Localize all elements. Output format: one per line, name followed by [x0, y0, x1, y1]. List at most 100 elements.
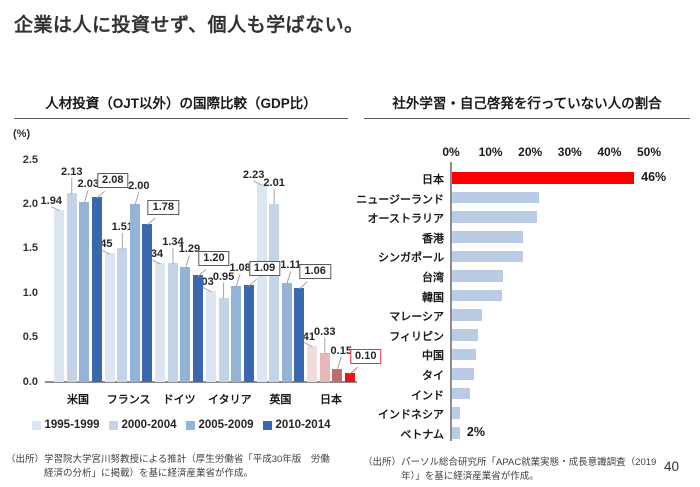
bar-日本-1995-1999: [307, 345, 318, 382]
bar-フランス-2000-2004: [117, 247, 128, 382]
bar-フランス-2010-2014: [142, 223, 153, 382]
y-axis-tick: 1.5: [22, 242, 38, 255]
bar-イタリア-1995-1999: [206, 290, 217, 382]
boxed-value-label-フランス-2010-2014: 1.78: [147, 199, 180, 215]
bar-日本-2000-2004: [319, 352, 330, 382]
y-axis-tick: 1.0: [22, 286, 38, 299]
x-axis-tick-0%: 0%: [442, 145, 460, 159]
bar-インドネシア: [452, 407, 460, 419]
bar-イタリア-2010-2014: [243, 285, 254, 382]
bar-中国: [452, 348, 476, 361]
legend-swatch-2000-2004: [108, 420, 118, 430]
category-label-11: インド: [411, 389, 444, 402]
bar-米国-2010-2014: [91, 197, 102, 382]
legend-swatch-2005-2009: [185, 420, 195, 430]
y-axis-tick: 2.0: [22, 197, 38, 210]
x-axis-tick-50%: 50%: [636, 145, 662, 159]
value-label-イタリア-2005-2009: 1.08: [229, 262, 251, 275]
category-label-0: 日本: [422, 174, 444, 186]
category-label-10: タイ: [422, 370, 444, 382]
bar-ドイツ-2005-2009: [180, 267, 191, 382]
bar-フランス-2005-2009: [129, 204, 140, 382]
right-chart-title: 社外学習・自己啓発を行っていない人の割合: [364, 92, 690, 119]
value-label-フランス-2005-2009: 2.00: [128, 180, 150, 193]
boxed-value-label-日本-2010-2014: 0.10: [350, 349, 382, 365]
bar-オーストラリア: [452, 211, 538, 223]
bar-香港: [452, 231, 524, 243]
legend-label: 2005-2009: [198, 419, 254, 431]
source-text: パーソル総合研究所「APAC就業実態・成長意識調査（2019年）」を基に経済産業…: [401, 457, 657, 482]
category-label-5: 日本: [320, 394, 342, 406]
bar-シンガポール: [452, 250, 524, 263]
legend-label: 1995-1999: [44, 419, 100, 431]
value-label-日本-2005-2009: 0.15: [330, 344, 352, 357]
bar-value-label-ベトナム: 2%: [466, 424, 485, 439]
bar-ドイツ-2010-2014: [192, 275, 203, 382]
left-chart-unit-label: (%): [13, 128, 31, 140]
bar-米国-2005-2009: [79, 201, 90, 382]
boxed-value-label-イタリア-2010-2014: 1.09: [248, 261, 281, 277]
bar-日本: [452, 172, 635, 184]
legend-item-2010-2014: 2010-2014: [262, 419, 331, 431]
bar-英国-1995-1999: [256, 183, 267, 382]
y-axis-line: [450, 162, 452, 441]
bar-インド: [452, 387, 470, 400]
legend-item-1995-1999: 1995-1999: [31, 419, 100, 431]
right-source-note: （出所） パーソル総合研究所「APAC就業実態・成長意識調査（2019年）」を基…: [363, 456, 669, 484]
bar-イタリア-2005-2009: [231, 286, 242, 382]
bar-フランス-1995-1999: [104, 253, 115, 382]
value-label-米国-1995-1999: 1.94: [40, 194, 62, 207]
bar-台湾: [452, 270, 504, 282]
left-chart-title: 人材投資（OJT以外）の国際比較（GDP比）: [14, 92, 348, 119]
category-label-9: 中国: [422, 350, 444, 363]
bar-韓国: [452, 289, 502, 302]
category-label-13: ベトナム: [400, 428, 444, 441]
x-axis-tick-20%: 20%: [518, 145, 543, 159]
y-axis-tick: 0.5: [22, 331, 38, 344]
y-axis-tick: 0.0: [22, 375, 38, 388]
category-label-7: マレーシア: [389, 311, 444, 324]
category-label-3: イタリア: [208, 394, 252, 406]
legend-swatch-1995-1999: [31, 420, 41, 430]
bar-フィリピン: [452, 329, 478, 341]
bar-米国-2000-2004: [66, 192, 77, 382]
value-label-フランス-2000-2004: 1.51: [111, 220, 134, 233]
source-prefix: （出所）: [6, 454, 45, 465]
legend-swatch-2010-2014: [262, 420, 272, 430]
bar-マレーシア: [452, 309, 482, 321]
bar-ドイツ-1995-1999: [155, 263, 166, 382]
value-label-英国-1995-1999: 2.23: [242, 168, 265, 181]
value-label-日本-2000-2004: 0.33: [314, 325, 336, 338]
category-label-8: フィリピン: [389, 330, 444, 343]
bar-イタリア-2000-2004: [218, 297, 229, 382]
category-label-12: インドネシア: [378, 409, 444, 422]
bar-英国-2010-2014: [294, 287, 305, 382]
category-label-1: ニュージーランド: [356, 193, 444, 206]
source-prefix: （出所）: [363, 457, 402, 468]
bar-英国-2000-2004: [269, 203, 280, 382]
bar-value-label-日本: 46%: [641, 170, 667, 184]
y-axis-tick: 2.5: [22, 153, 38, 166]
category-label-2: ドイツ: [162, 394, 196, 406]
x-axis-tick-30%: 30%: [557, 145, 582, 159]
slide-title: 企業は人に投資せず、個人も学ばない。: [14, 15, 364, 36]
page-number: 40: [664, 459, 680, 474]
boxed-value-label-英国-2010-2014: 1.06: [299, 263, 331, 279]
legend-label: 2010-2014: [275, 419, 331, 431]
value-label-米国-2000-2004: 2.13: [61, 165, 83, 178]
x-axis-line: [45, 381, 357, 383]
value-label-米国-2005-2009: 2.03: [77, 177, 99, 190]
bar-ベトナム: [452, 427, 460, 439]
x-axis-tick-10%: 10%: [478, 145, 503, 159]
value-label-英国-2000-2004: 2.01: [263, 176, 285, 189]
category-label-5: 台湾: [422, 272, 444, 284]
source-text: 学習院大学宮川努教授による推計（厚生労働省「平成30年版 労働経済の分析」に掲載…: [44, 454, 330, 479]
bar-米国-1995-1999: [54, 209, 65, 382]
x-axis-tick-40%: 40%: [597, 145, 622, 159]
bar-日本-2010-2014: [344, 373, 355, 382]
bar-英国-2005-2009: [281, 283, 292, 382]
category-label-4: 英国: [269, 394, 292, 406]
value-label-英国-2005-2009: 1.11: [280, 259, 302, 272]
value-label-ドイツ-2000-2004: 1.34: [162, 236, 184, 248]
